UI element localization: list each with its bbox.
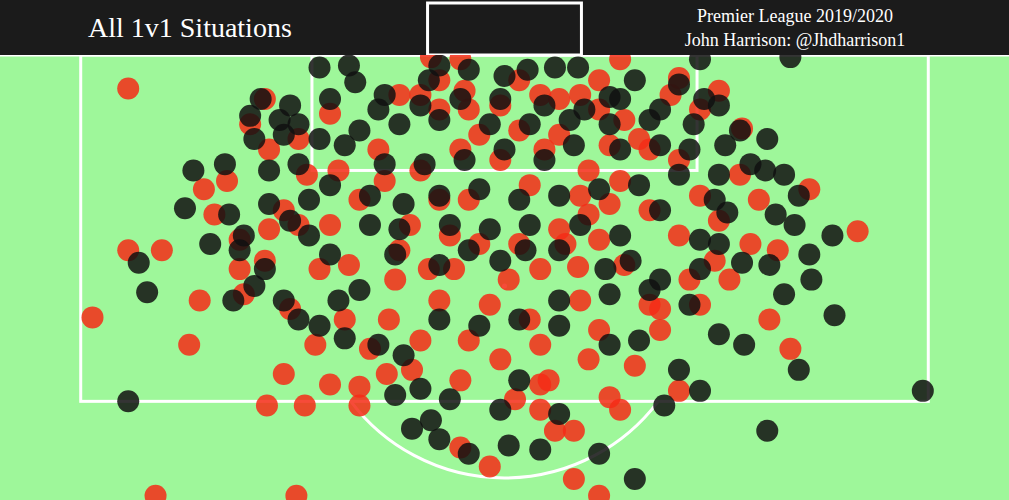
svg-text:All 1v1 Situations: All 1v1 Situations: [88, 12, 292, 43]
svg-text:John Harrison: @Jhdharrison1: John Harrison: @Jhdharrison1: [685, 30, 906, 50]
svg-text:Premier League 2019/2020: Premier League 2019/2020: [697, 6, 893, 26]
